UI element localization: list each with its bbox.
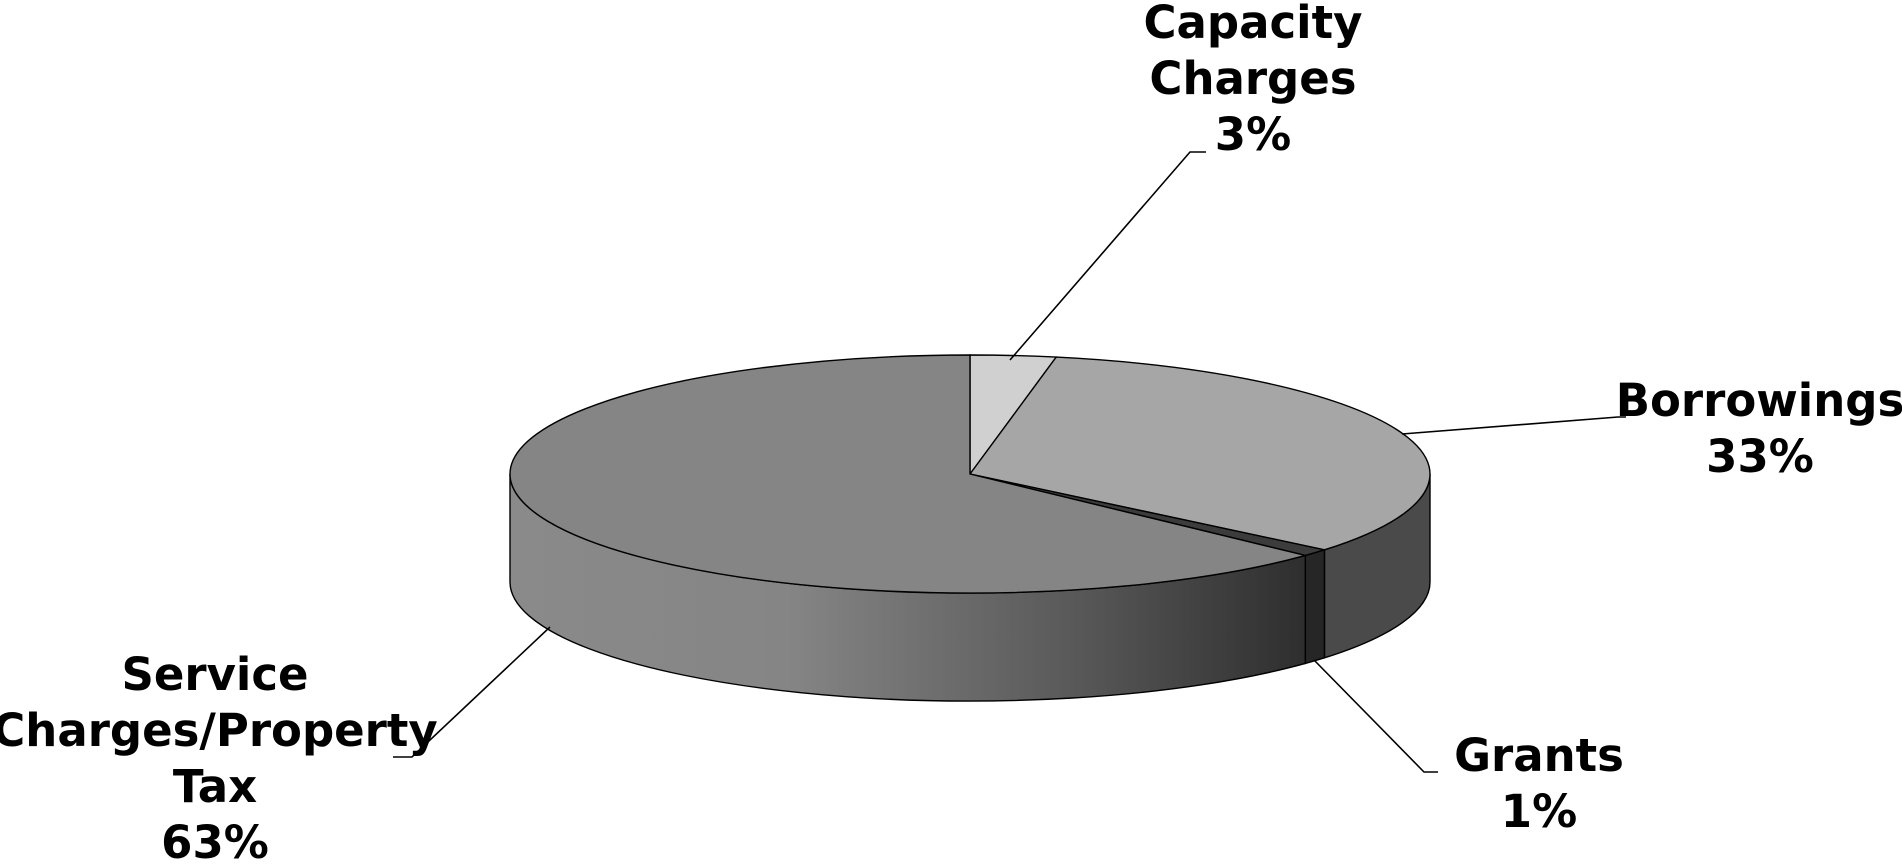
leader-line-grants xyxy=(1313,659,1438,773)
percent-label-borrowings: 33% xyxy=(1706,430,1814,483)
leader-line-service-charges-property-tax xyxy=(393,626,551,758)
pie-side-walls xyxy=(509,473,1431,702)
percent-label-service-charges-property-tax: 63% xyxy=(161,816,269,866)
pie-slice-service-charges-property-tax xyxy=(509,354,1309,594)
percent-label-capacity-charges: 3% xyxy=(1215,108,1291,161)
pie-top-faces xyxy=(509,354,1431,594)
percent-label-grants: 1% xyxy=(1501,785,1577,838)
category-label-capacity-charges: Capacity xyxy=(1144,0,1363,49)
leader-lines xyxy=(393,151,1626,773)
category-label-capacity-charges: Charges xyxy=(1149,52,1356,105)
category-label-borrowings: Borrowings xyxy=(1616,374,1902,427)
category-label-service-charges-property-tax: Tax xyxy=(173,760,257,813)
category-label-service-charges-property-tax: Service xyxy=(121,648,308,701)
category-label-grants: Grants xyxy=(1454,729,1624,782)
category-label-service-charges-property-tax: Charges/Property xyxy=(0,704,438,757)
leader-line-borrowings xyxy=(1401,416,1626,435)
pie-side-grants xyxy=(1304,548,1326,665)
leader-line-capacity-charges xyxy=(1009,151,1206,361)
